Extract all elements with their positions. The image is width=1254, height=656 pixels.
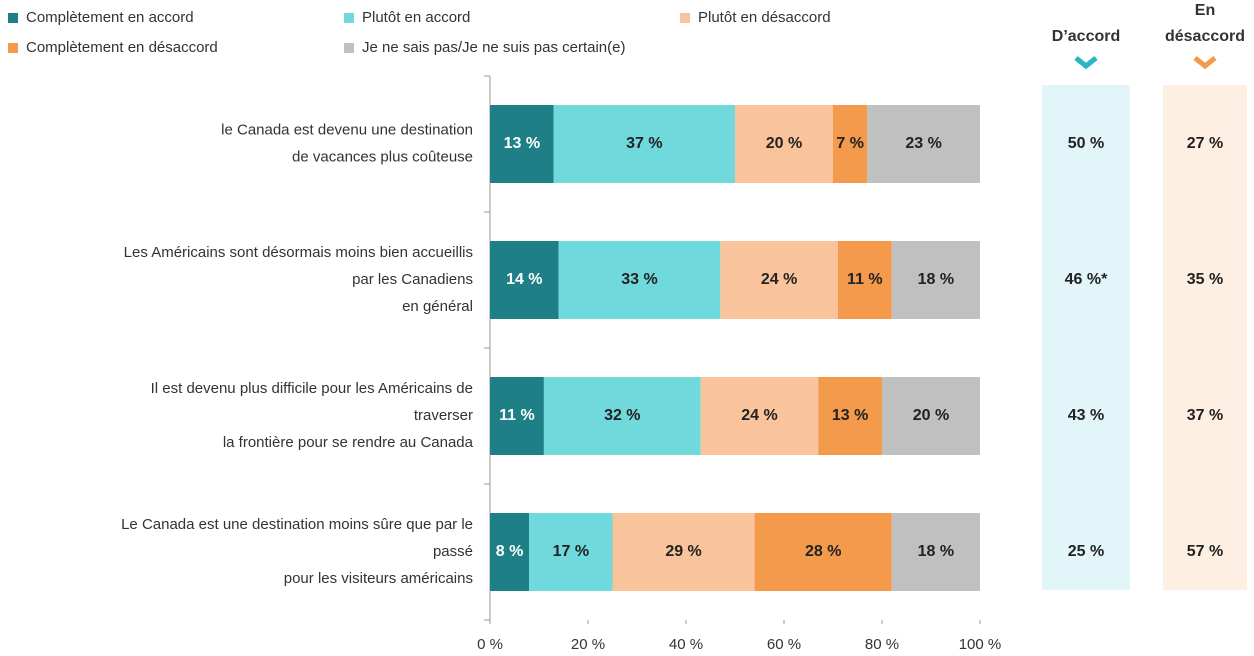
category-label: Il est devenu plus difficile pour les Am…: [151, 380, 473, 397]
bar-value-label: 32 %: [604, 407, 640, 424]
summary-header: En: [1195, 2, 1215, 19]
chevron: [1074, 56, 1098, 70]
legend-swatch: [680, 13, 690, 23]
legend-label: Complètement en désaccord: [26, 39, 218, 56]
category-label: en général: [402, 298, 473, 315]
legend-label: Complètement en accord: [26, 9, 194, 26]
summary-value: 35 %: [1187, 271, 1223, 288]
bar-value-label: 13 %: [832, 407, 868, 424]
bar-segment: [529, 513, 613, 591]
bar-segment: [837, 241, 892, 319]
bar-segment: [818, 377, 882, 455]
category-label: par les Canadiens: [352, 271, 473, 288]
bar-segment: [612, 513, 755, 591]
bar-value-label: 23 %: [905, 135, 941, 152]
bar-segment: [720, 241, 838, 319]
summary-value: 50 %: [1068, 135, 1104, 152]
summary-header: désaccord: [1165, 28, 1245, 45]
bar-value-label: 24 %: [761, 271, 797, 288]
bar-value-label: 20 %: [913, 407, 949, 424]
bar-value-label: 20 %: [766, 135, 802, 152]
bar-segment: [833, 105, 868, 183]
category-label: traverser: [414, 407, 473, 424]
bar-segment: [882, 377, 980, 455]
bar-value-label: 18 %: [918, 543, 954, 560]
category-label: le Canada est devenu une destination: [221, 121, 473, 138]
bar-value-label: 29 %: [665, 543, 701, 560]
summary-box: [1163, 85, 1247, 590]
bar-segment: [735, 105, 833, 183]
bar-value-label: 14 %: [506, 271, 542, 288]
summary-header: D’accord: [1052, 28, 1120, 45]
bar-segment: [553, 105, 735, 183]
legend-label: Je ne sais pas/Je ne suis pas certain(e): [362, 39, 625, 56]
chevron: [1193, 56, 1217, 70]
legend-label: Plutôt en accord: [362, 9, 470, 26]
category-label: Le Canada est une destination moins sûre…: [121, 516, 473, 533]
bar-value-label: 8 %: [496, 543, 524, 560]
x-tick-label: 0 %: [477, 636, 503, 653]
bar-value-label: 33 %: [621, 271, 657, 288]
x-tick-label: 100 %: [959, 636, 1002, 653]
x-tick-label: 60 %: [767, 636, 801, 653]
bar-segment: [867, 105, 980, 183]
bar-segment: [754, 513, 892, 591]
legend-swatch: [344, 13, 354, 23]
bar-value-label: 13 %: [504, 135, 540, 152]
summary-value: 46 %*: [1065, 271, 1108, 288]
x-tick-label: 40 %: [669, 636, 703, 653]
category-label: de vacances plus coûteuse: [292, 148, 473, 165]
bar-value-label: 28 %: [805, 543, 841, 560]
category-label: Les Américains sont désormais moins bien…: [124, 244, 473, 261]
x-tick-label: 80 %: [865, 636, 899, 653]
legend-label: Plutôt en désaccord: [698, 9, 831, 26]
bar-value-label: 11 %: [499, 407, 535, 424]
category-label: la frontière pour se rendre au Canada: [223, 434, 474, 451]
summary-value: 37 %: [1187, 407, 1223, 424]
bar-segment: [543, 377, 701, 455]
bar-segment: [490, 377, 544, 455]
bar-segment: [891, 513, 980, 591]
bar-segment: [490, 241, 559, 319]
legend-swatch: [344, 43, 354, 53]
summary-value: 43 %: [1068, 407, 1104, 424]
bar-value-label: 17 %: [553, 543, 589, 560]
bar-segment: [558, 241, 721, 319]
bar-value-label: 7 %: [836, 135, 864, 152]
summary-value: 25 %: [1068, 543, 1104, 560]
summary-box: [1042, 85, 1130, 590]
legend-swatch: [8, 13, 18, 23]
bar-value-label: 18 %: [918, 271, 954, 288]
x-tick-label: 20 %: [571, 636, 605, 653]
bar-segment: [891, 241, 980, 319]
bar-value-label: 11 %: [847, 271, 883, 288]
category-label: passé: [433, 543, 473, 560]
bar-value-label: 24 %: [741, 407, 777, 424]
category-label: pour les visiteurs américains: [284, 570, 473, 587]
bar-segment: [700, 377, 819, 455]
bar-segment: [490, 513, 530, 591]
bar-segment: [490, 105, 554, 183]
summary-value: 27 %: [1187, 135, 1223, 152]
legend-swatch: [8, 43, 18, 53]
summary-value: 57 %: [1187, 543, 1223, 560]
bar-value-label: 37 %: [626, 135, 662, 152]
